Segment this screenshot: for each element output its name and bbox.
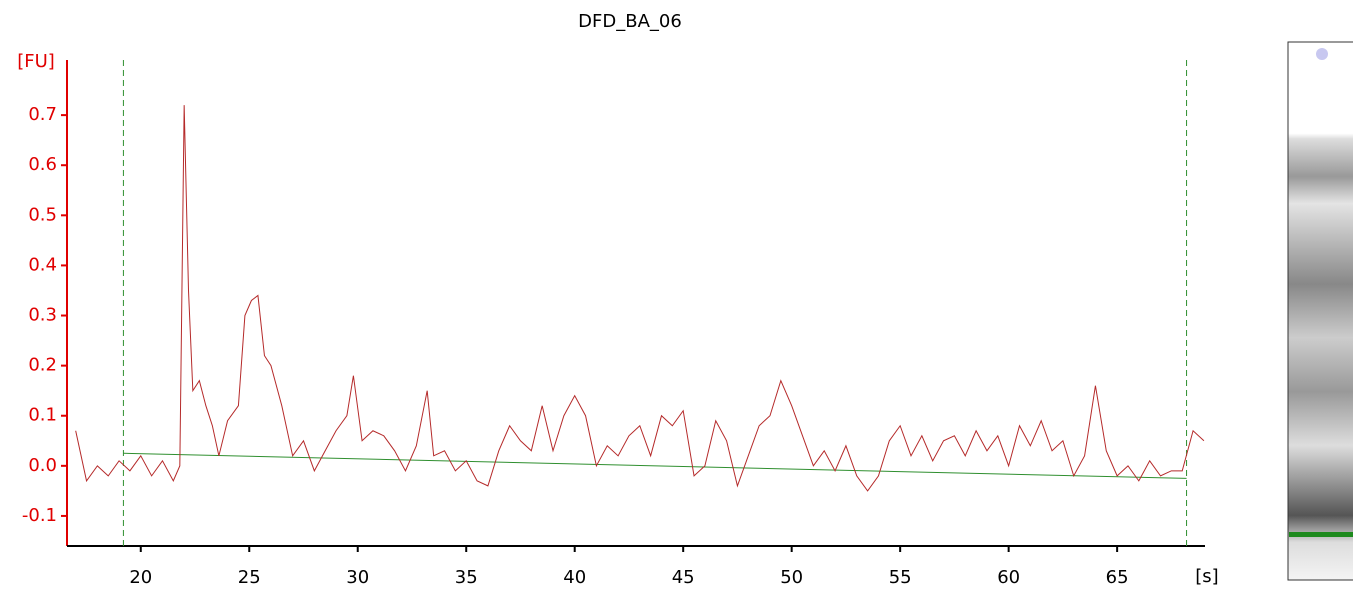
y-tick-label: 0.5 [28, 204, 57, 225]
y-tick-label: 0.6 [28, 154, 57, 175]
y-tick-label: 0.0 [28, 455, 57, 476]
baseline [123, 452, 1187, 479]
gel-lane [1287, 41, 1353, 581]
y-axis-label: [FU] [17, 51, 55, 72]
y-tick-label: 0.7 [28, 104, 57, 125]
x-tick-label: 25 [238, 567, 261, 588]
x-tick-label: 50 [780, 567, 803, 588]
x-tick-label: 60 [997, 567, 1020, 588]
y-tick-label: 0.4 [28, 254, 57, 275]
y-tick-label: 0.2 [28, 355, 57, 376]
x-tick-label: 65 [1106, 567, 1129, 588]
trace [75, 105, 1205, 492]
x-tick-label: 55 [889, 567, 912, 588]
x-tick-label: 20 [129, 567, 152, 588]
y-tick-label: -0.1 [22, 505, 57, 526]
y-tick-label: 0.1 [28, 405, 57, 426]
x-axis-label: [s] [1195, 566, 1218, 587]
x-tick-label: 35 [455, 567, 478, 588]
x-tick-label: 45 [672, 567, 695, 588]
y-tick-label: 0.3 [28, 305, 57, 326]
x-tick-label: 30 [346, 567, 369, 588]
x-tick-label: 40 [563, 567, 586, 588]
chart-title: DFD_BA_06 [578, 11, 682, 32]
